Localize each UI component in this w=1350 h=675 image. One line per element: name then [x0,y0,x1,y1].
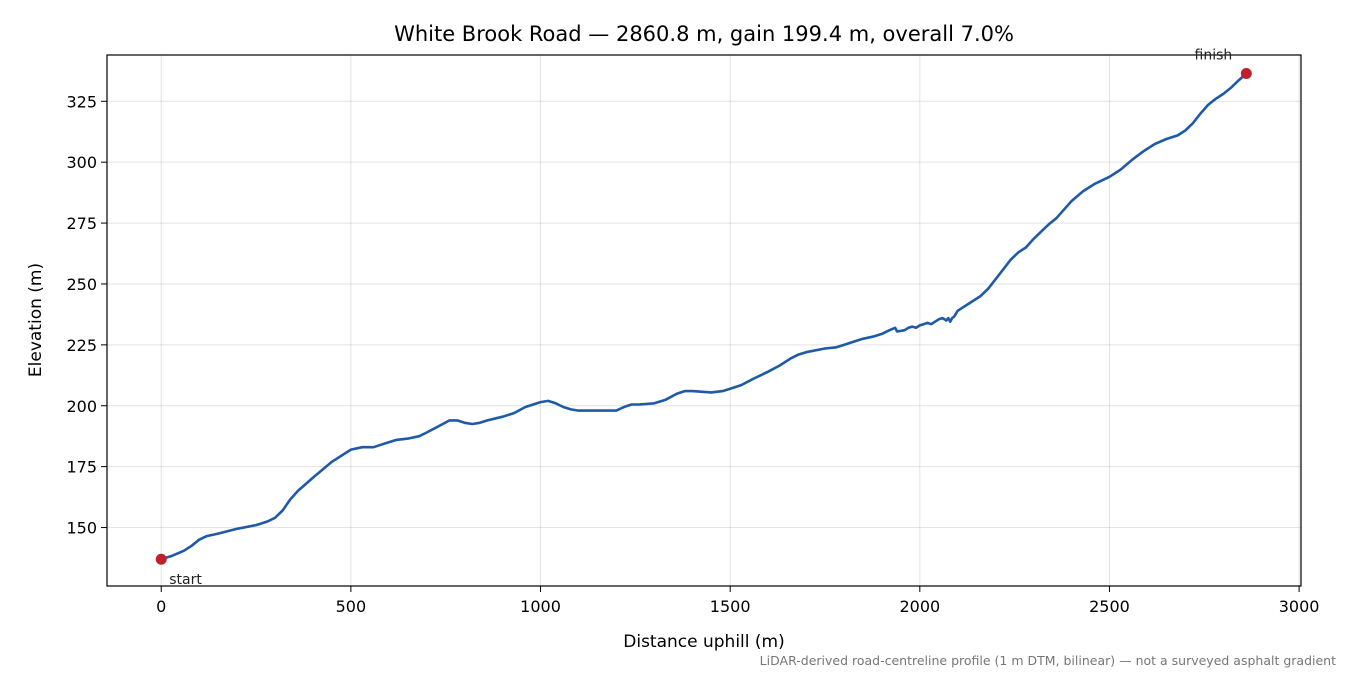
x-tick-label: 2000 [899,597,940,616]
y-tick-label: 175 [66,458,97,477]
x-tick-label: 2500 [1089,597,1130,616]
elevation-profile-line [159,72,1248,561]
axis-ticks: 0 500 1000 1500 2000 2500 3000 150 175 200 225 250 2… [66,92,1319,616]
y-tick-label: 300 [66,153,97,172]
chart-title: White Brook Road — 2860.8 m, gain 199.4 … [394,22,1014,46]
x-tick-label: 1500 [710,597,751,616]
finish-marker [1240,68,1252,80]
finish-label: finish [1195,48,1233,64]
y-tick-label: 150 [66,519,97,538]
x-tick-label: 500 [336,597,367,616]
endpoint-markers: start finish [155,48,1252,588]
plot-frame [106,54,1302,587]
x-tick-label: 1000 [520,597,561,616]
footnote: LiDAR-derived road-centreline profile (1… [760,653,1336,668]
x-tick-label: 0 [156,597,166,616]
x-tick-label: 3000 [1279,597,1320,616]
y-tick-label: 275 [66,214,97,233]
y-tick-label: 325 [66,92,97,111]
start-marker [155,553,167,565]
profile-line-layer [159,72,1248,561]
x-axis-label: Distance uphill (m) [623,632,784,652]
y-tick-label: 250 [66,275,97,294]
y-axis-label: Elevation (m) [26,263,46,377]
start-label: start [169,572,202,588]
grid [107,55,1301,586]
y-tick-label: 200 [66,397,97,416]
y-tick-label: 225 [66,336,97,355]
